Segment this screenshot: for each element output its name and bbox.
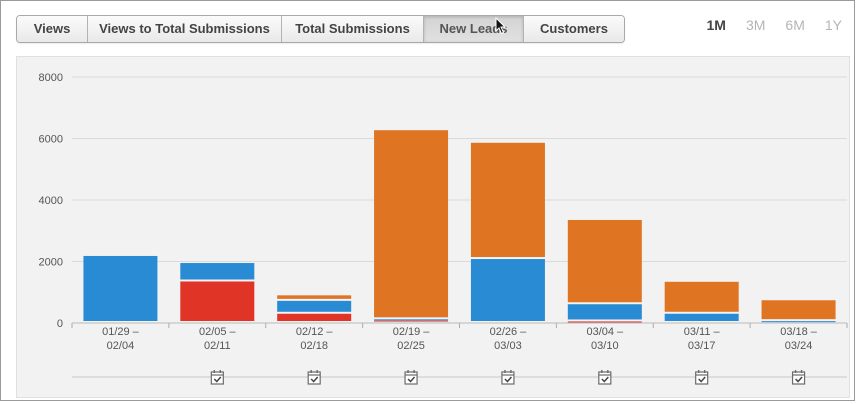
bar-segment xyxy=(277,313,352,321)
x-tick-label: 03/18 – xyxy=(780,326,818,338)
tab-total-submissions[interactable]: Total Submissions xyxy=(282,16,424,42)
x-tick-label: 03/17 xyxy=(688,340,716,352)
x-tick-label: 02/04 xyxy=(107,340,135,352)
calendar-check-icon[interactable] xyxy=(695,370,709,385)
x-tick-label: 03/03 xyxy=(494,340,522,352)
bar-segment xyxy=(470,142,545,258)
x-tick-label: 03/11 – xyxy=(684,326,721,338)
y-tick-label: 2000 xyxy=(39,257,63,269)
range-6m[interactable]: 6M xyxy=(785,17,805,33)
bar-segment xyxy=(277,300,352,312)
bar-segment xyxy=(567,304,642,320)
bar-segment xyxy=(664,313,739,321)
bar-segment xyxy=(567,321,642,323)
bar-segment xyxy=(761,300,836,320)
x-tick-label: 03/10 xyxy=(591,340,619,352)
bar-segment xyxy=(180,263,255,280)
calendar-check-icon[interactable] xyxy=(598,370,612,385)
bar-segment xyxy=(374,320,449,322)
y-tick-label: 6000 xyxy=(39,134,63,146)
x-tick-label: 02/11 xyxy=(204,340,231,352)
range-1y[interactable]: 1Y xyxy=(824,17,842,33)
y-tick-label: 4000 xyxy=(39,195,63,207)
y-tick-label: 0 xyxy=(57,318,63,330)
bar-segment xyxy=(180,281,255,321)
bar-segment xyxy=(664,281,739,312)
tab-customers[interactable]: Customers xyxy=(524,16,624,42)
x-tick-label: 02/18 xyxy=(300,340,328,352)
bar-segment xyxy=(277,295,352,299)
x-tick-label: 01/29 – xyxy=(102,326,140,338)
calendar-check-icon[interactable] xyxy=(404,370,418,385)
bar-segment xyxy=(374,130,449,318)
tab-views-to-total-submissions[interactable]: Views to Total Submissions xyxy=(88,16,282,42)
calendar-check-icon[interactable] xyxy=(791,370,806,385)
x-tick-label: 03/04 – xyxy=(586,326,624,338)
x-tick-label: 03/24 xyxy=(785,340,813,352)
range-1m[interactable]: 1M xyxy=(706,17,726,33)
mouse-cursor-icon xyxy=(495,17,507,35)
bar-segment xyxy=(761,321,836,323)
bar-segment xyxy=(470,259,545,321)
calendar-check-icon[interactable] xyxy=(501,370,515,385)
metric-tabs: Views Views to Total Submissions Total S… xyxy=(16,15,625,43)
y-tick-label: 8000 xyxy=(39,72,63,84)
bar-segment xyxy=(83,255,158,321)
x-tick-label: 02/25 xyxy=(397,340,425,352)
range-3m[interactable]: 3M xyxy=(745,17,766,33)
tab-new-leads[interactable]: New Leads xyxy=(424,16,524,42)
x-tick-label: 02/19 – xyxy=(393,326,431,338)
bar-segment xyxy=(567,219,642,303)
time-range-selector: 1M 3M 6M 1Y xyxy=(687,17,842,33)
calendar-check-icon[interactable] xyxy=(210,370,224,385)
bar-segment xyxy=(374,319,449,321)
x-tick-label: 02/26 – xyxy=(490,326,528,338)
tab-views[interactable]: Views xyxy=(17,16,88,42)
x-tick-label: 02/12 – xyxy=(296,326,334,338)
calendar-check-icon[interactable] xyxy=(307,370,321,385)
x-tick-label: 02/05 – xyxy=(199,326,237,338)
